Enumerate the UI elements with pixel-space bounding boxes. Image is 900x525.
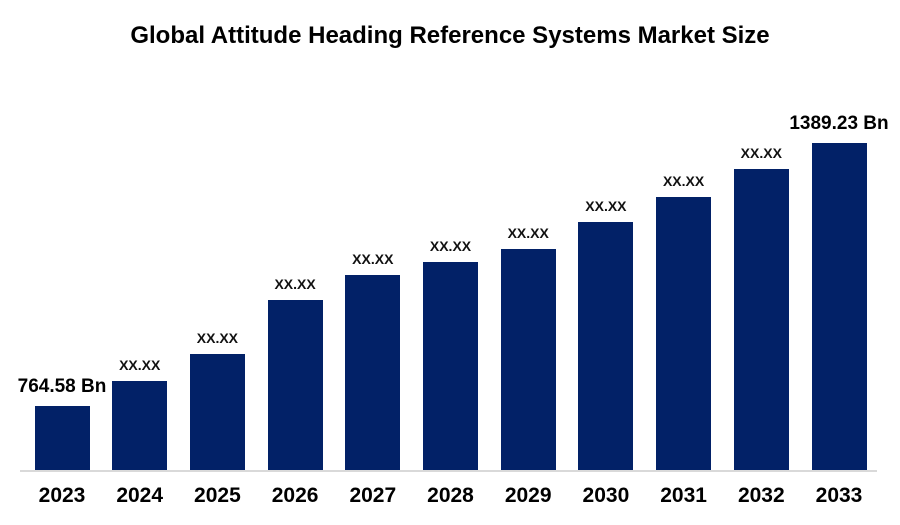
bar-column: XX.XX bbox=[711, 0, 811, 470]
bar-value-label: XX.XX bbox=[352, 251, 394, 267]
bar bbox=[500, 249, 556, 470]
x-axis-line bbox=[20, 470, 877, 472]
bar bbox=[811, 143, 867, 470]
bar-column: XX.XX bbox=[556, 0, 656, 470]
bar bbox=[733, 169, 789, 470]
bar bbox=[423, 262, 478, 470]
bar-column: XX.XX bbox=[634, 0, 734, 470]
bar-column: XX.XX bbox=[323, 0, 423, 470]
bar bbox=[112, 381, 168, 470]
bar-value-label: 764.58 Bn bbox=[17, 376, 107, 397]
bar bbox=[267, 300, 323, 470]
bar bbox=[189, 354, 245, 470]
bar-value-label: XX.XX bbox=[429, 238, 472, 254]
plot-area: 764.58 Bn XX.XX XX.XX XX.XX XX.XX XX.XX XX.XX X… bbox=[12, 0, 889, 470]
bar-column: XX.XX bbox=[401, 0, 501, 470]
x-axis-label: 2025 bbox=[194, 484, 241, 507]
bar-column: XX.XX bbox=[167, 0, 267, 470]
x-axis-label: 2031 bbox=[660, 484, 707, 507]
bar-value-label: XX.XX bbox=[119, 357, 161, 373]
x-axis-label: 2026 bbox=[271, 484, 319, 507]
bar-column: XX.XX bbox=[478, 0, 578, 470]
bar-column: 764.58 Bn bbox=[12, 0, 112, 470]
bar-column: XX.XX bbox=[90, 0, 190, 470]
bar-value-label: XX.XX bbox=[662, 173, 705, 189]
x-axis-label: 2024 bbox=[116, 484, 164, 507]
bar bbox=[345, 275, 401, 470]
chart-title: Global Attitude Heading Reference System… bbox=[130, 22, 770, 49]
bar-value-label: XX.XX bbox=[274, 276, 316, 292]
x-axis-label: 2033 bbox=[815, 484, 863, 507]
bar-column: XX.XX bbox=[245, 0, 345, 470]
x-axis-label: 2027 bbox=[349, 484, 397, 507]
x-axis-label: 2023 bbox=[38, 484, 86, 507]
bar-value-label: XX.XX bbox=[740, 145, 782, 161]
bar-value-label: XX.XX bbox=[507, 225, 549, 241]
bar bbox=[656, 197, 712, 470]
x-axis-label: 2030 bbox=[582, 484, 630, 507]
bar bbox=[34, 406, 90, 470]
bar-value-label: XX.XX bbox=[196, 330, 239, 346]
bar-value-label: XX.XX bbox=[585, 198, 627, 214]
bar bbox=[578, 222, 634, 470]
x-axis-label: 2029 bbox=[504, 484, 552, 507]
x-axis-label: 2028 bbox=[427, 484, 474, 507]
bar-column: 1389.23 Bn bbox=[789, 0, 889, 470]
bar-value-label: 1389.23 Bn bbox=[789, 113, 889, 134]
x-axis-label: 2032 bbox=[737, 484, 785, 507]
